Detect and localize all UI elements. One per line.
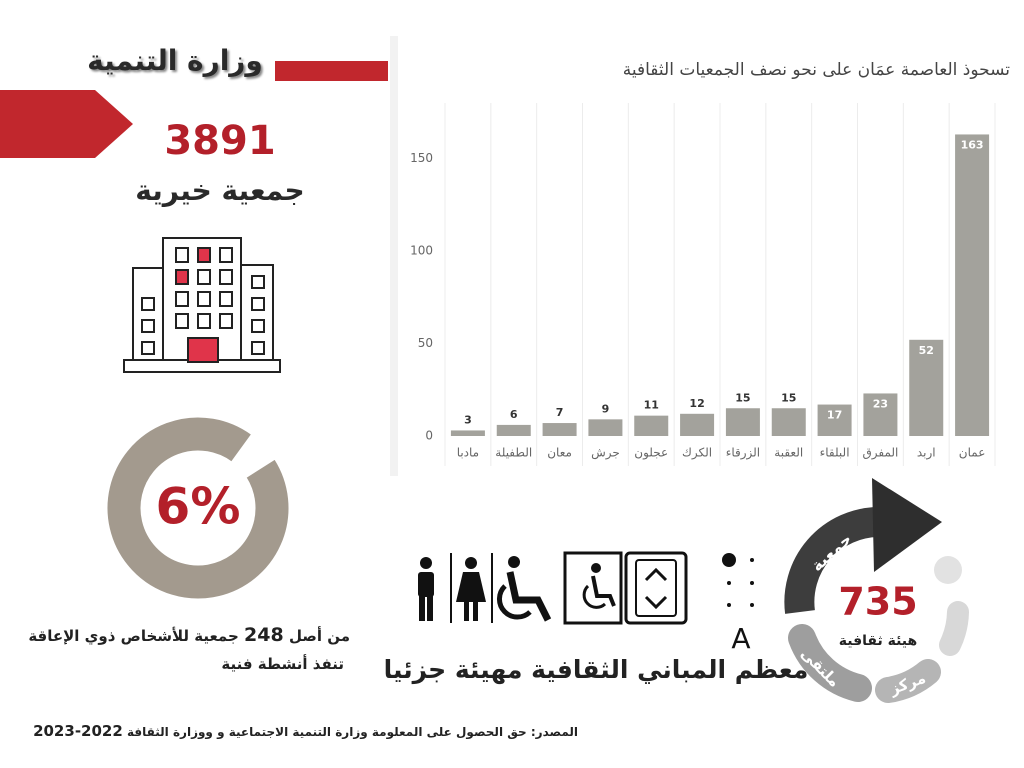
arc	[784, 507, 879, 614]
note-line: من أصل 248 جمعية للأشخاص ذوي الإعاقة	[28, 624, 350, 646]
x-tick-label: المفرق	[862, 446, 898, 461]
source-years: 2022-2023	[33, 722, 123, 740]
cultural-circle	[784, 478, 969, 703]
bar	[450, 430, 485, 436]
x-tick-label: مادبا	[457, 446, 479, 460]
chevron	[0, 90, 133, 158]
bar	[817, 404, 852, 436]
charity-label: جمعية خيرية	[135, 174, 304, 207]
charity-count: 3891	[164, 118, 275, 164]
y-tick-label: 50	[418, 336, 433, 350]
building-icon	[123, 237, 281, 373]
y-tick-label: 0	[425, 429, 433, 443]
x-tick-label: جرش	[591, 446, 620, 461]
source-text: المصدر: حق الحصول على المعلومة وزارة الت…	[126, 725, 578, 739]
bar	[680, 413, 715, 436]
source-line: المصدر: حق الحصول على المعلومة وزارة الت…	[33, 722, 578, 740]
value-label: 163	[961, 138, 984, 151]
value-label: 15	[781, 391, 796, 404]
accessibility-caption: معظم المباني الثقافية مهيئة جزئيا	[384, 655, 809, 685]
donut-hole	[141, 451, 255, 565]
y-tick-label: 150	[410, 151, 433, 165]
value-label: 23	[873, 397, 888, 410]
bar	[634, 415, 669, 436]
bar	[542, 423, 577, 436]
cultural-label: هيئة ثقافية	[839, 633, 917, 649]
dot	[934, 556, 962, 584]
x-tick-label: عمان	[959, 446, 986, 460]
value-label: 52	[919, 344, 934, 357]
x-tick-label: الزرقاء	[726, 446, 760, 461]
value-label: 11	[644, 399, 659, 412]
x-tick-label: العقبة	[774, 446, 803, 460]
x-tick-label: الكرك	[682, 446, 712, 461]
dot	[939, 601, 969, 656]
arc	[875, 659, 941, 703]
donut-label: 6%	[156, 478, 241, 536]
ministry-title: وزارة التنمية	[87, 44, 263, 77]
bar	[496, 424, 531, 436]
value-label: 12	[689, 397, 704, 410]
arc	[788, 624, 872, 702]
value-label: 7	[556, 406, 564, 419]
bar	[955, 134, 990, 436]
x-tick-label: اربد	[917, 446, 936, 461]
note-text: من أصل	[288, 627, 350, 645]
value-label: 15	[735, 391, 750, 404]
bar	[909, 339, 944, 436]
value-label: 6	[510, 408, 518, 421]
accessibility-icons	[418, 551, 754, 625]
bar	[863, 393, 898, 436]
bar	[588, 419, 623, 436]
arrowhead	[872, 478, 942, 572]
x-tick-label: معان	[547, 446, 572, 460]
bar	[771, 408, 806, 436]
value-label: 17	[827, 409, 842, 422]
note-text: جمعية للأشخاص ذوي الإعاقة	[28, 627, 239, 645]
panel-edge	[390, 36, 398, 476]
braille-letter: A	[731, 622, 750, 655]
chart-title: تسحوذ العاصمة عمَان على نحو نصف الجمعيات…	[623, 60, 1011, 80]
bar	[725, 408, 760, 436]
header-bar	[275, 61, 388, 81]
y-tick-label: 100	[410, 244, 433, 258]
cultural-count: 735	[838, 580, 917, 624]
x-tick-label: البلقاء	[820, 446, 850, 460]
x-tick-label: الطفيلة	[495, 446, 532, 460]
value-label: 9	[602, 402, 610, 415]
x-tick-label: عجلون	[634, 446, 668, 461]
note-line: تنفذ أنشطة فنية	[221, 655, 344, 673]
note-number: 248	[244, 624, 284, 646]
value-label: 3	[464, 413, 472, 426]
